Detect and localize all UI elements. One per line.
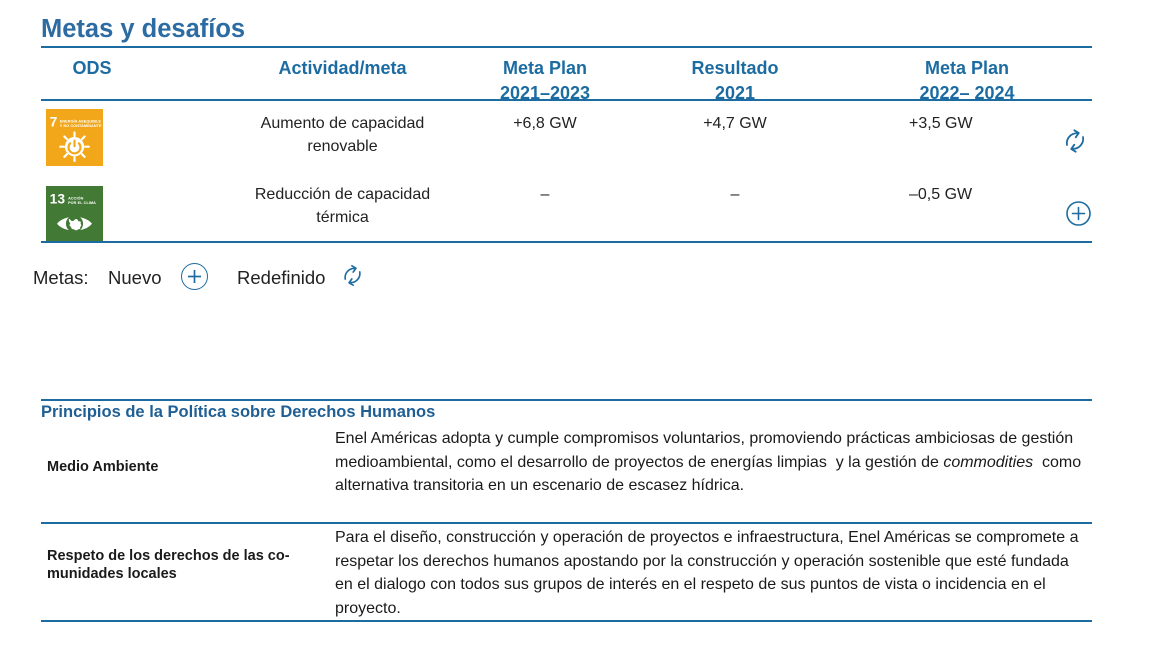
svg-text:13: 13 [50,191,66,206]
svg-text:ENERGÍA ASEQUIBLE: ENERGÍA ASEQUIBLE [60,118,102,123]
svg-text:7: 7 [50,114,58,129]
svg-text:Y NO CONTAMINANTE: Y NO CONTAMINANTE [60,124,102,128]
svg-text:ACCIÓN: ACCIÓN [68,195,84,200]
svg-text:POR EL CLIMA: POR EL CLIMA [68,201,96,205]
